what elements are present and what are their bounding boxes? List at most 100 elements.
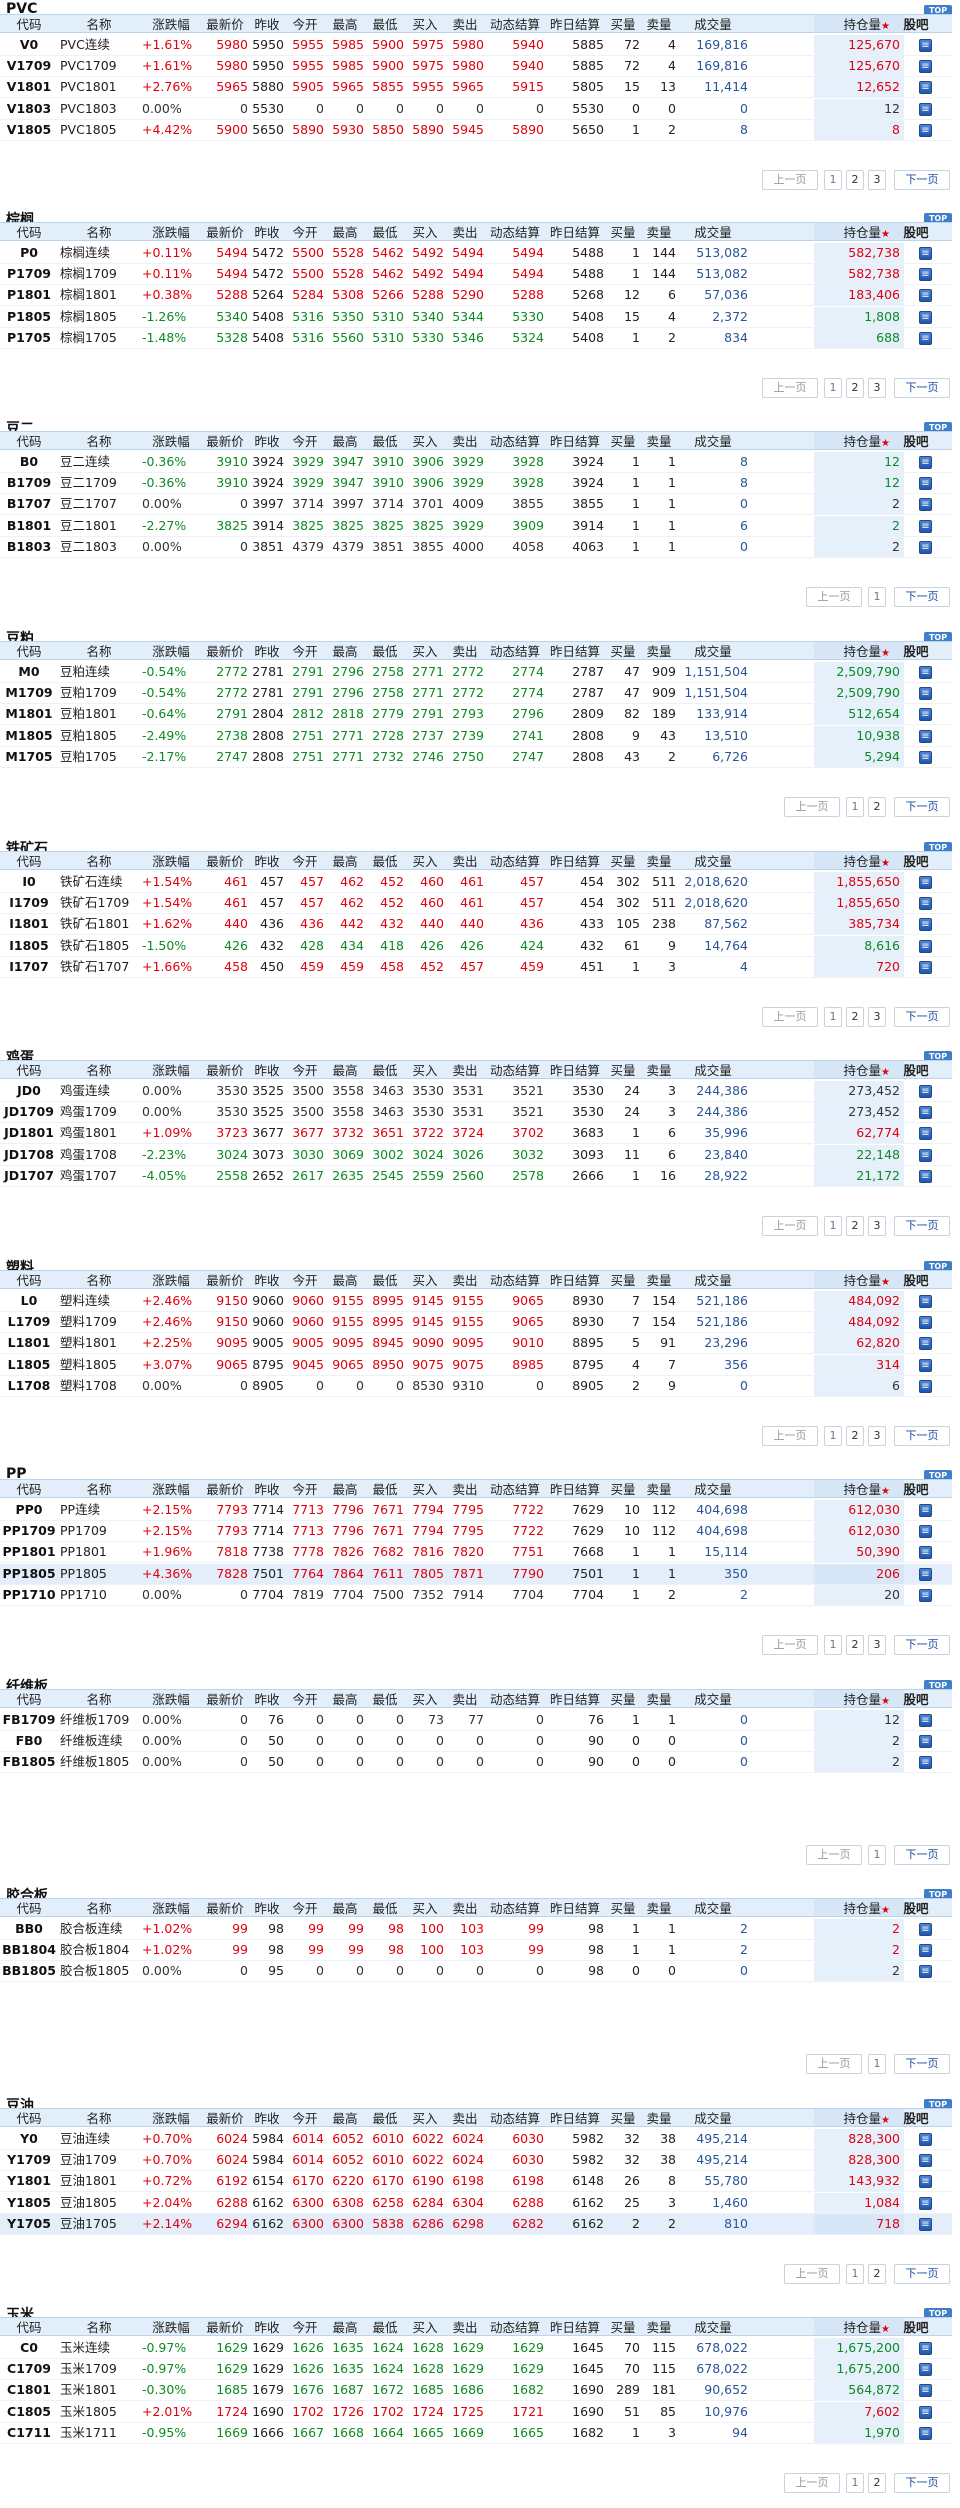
page-number-button[interactable]: 3 bbox=[868, 170, 886, 190]
next-page-button[interactable]: 下一页 bbox=[894, 587, 950, 607]
cell-code[interactable]: M0 bbox=[18, 664, 40, 679]
guba-forum-icon[interactable]: ≡ bbox=[919, 332, 932, 345]
page-number-button[interactable]: 2 bbox=[846, 1216, 864, 1236]
cell-code[interactable]: JD1709 bbox=[4, 1104, 54, 1119]
page-number-button[interactable]: 1 bbox=[824, 170, 842, 190]
table-row[interactable]: Y1709 豆油1709 +0.70% 6024 5984 6014 6052 6010 602… bbox=[0, 2150, 952, 2171]
cell-code[interactable]: V1709 bbox=[6, 58, 52, 73]
cell-code[interactable]: I1805 bbox=[9, 938, 49, 953]
cell-name[interactable]: PVC1709 bbox=[60, 58, 117, 73]
table-row[interactable]: PP1805 PP1805 +4.36% 7828 7501 7764 7864 7611 78… bbox=[0, 1564, 952, 1585]
cell-name[interactable]: PP连续 bbox=[60, 1502, 101, 1517]
cell-code[interactable]: L1805 bbox=[7, 1357, 51, 1372]
header-change[interactable]: 涨跌幅 bbox=[142, 852, 200, 869]
header-open-interest[interactable]: 持仓量★ bbox=[814, 1061, 890, 1078]
guba-forum-icon[interactable]: ≡ bbox=[919, 2406, 932, 2419]
back-to-top-button[interactable]: TOP bbox=[924, 1051, 952, 1062]
guba-forum-icon[interactable]: ≡ bbox=[919, 60, 932, 73]
guba-forum-icon[interactable]: ≡ bbox=[919, 666, 932, 679]
guba-forum-icon[interactable]: ≡ bbox=[919, 2197, 932, 2210]
back-to-top-button[interactable]: TOP bbox=[924, 1261, 952, 1272]
cell-name[interactable]: 豆二1801 bbox=[60, 518, 117, 533]
guba-forum-icon[interactable]: ≡ bbox=[919, 268, 932, 281]
next-page-button[interactable]: 下一页 bbox=[894, 1845, 950, 1865]
guba-forum-icon[interactable]: ≡ bbox=[919, 1965, 932, 1978]
header-change[interactable]: 涨跌幅 bbox=[142, 1899, 200, 1916]
table-row[interactable]: C1711 玉米1711 -0.95% 1669 1666 1667 1668 1664 166… bbox=[0, 2423, 952, 2444]
cell-name[interactable]: PP1805 bbox=[60, 1566, 107, 1581]
cell-code[interactable]: BB1805 bbox=[2, 1963, 56, 1978]
table-row[interactable]: M1805 豆粕1805 -2.49% 2738 2808 2751 2771 2728 273… bbox=[0, 726, 952, 747]
cell-code[interactable]: JD1801 bbox=[4, 1125, 54, 1140]
guba-forum-icon[interactable]: ≡ bbox=[919, 1359, 932, 1372]
back-to-top-button[interactable]: TOP bbox=[924, 2099, 952, 2110]
cell-code[interactable]: Y1705 bbox=[7, 2216, 51, 2231]
guba-forum-icon[interactable]: ≡ bbox=[919, 124, 932, 137]
cell-name[interactable]: 鸡蛋1801 bbox=[60, 1125, 117, 1140]
header-open-interest[interactable]: 持仓量★ bbox=[814, 15, 890, 32]
next-page-button[interactable]: 下一页 bbox=[894, 797, 950, 817]
table-row[interactable]: Y0 豆油连续 +0.70% 6024 5984 6014 6052 6010 6022 6024… bbox=[0, 2129, 952, 2150]
cell-name[interactable]: 棕榈1801 bbox=[60, 287, 117, 302]
cell-code[interactable]: L0 bbox=[20, 1293, 38, 1308]
header-change[interactable]: 涨跌幅 bbox=[142, 1690, 200, 1707]
prev-page-button[interactable]: 上一页 bbox=[784, 2264, 840, 2284]
cell-name[interactable]: PP1710 bbox=[60, 1587, 107, 1602]
cell-name[interactable]: PVC1805 bbox=[60, 122, 117, 137]
prev-page-button[interactable]: 上一页 bbox=[784, 797, 840, 817]
cell-code[interactable]: C1709 bbox=[7, 2361, 51, 2376]
header-volume[interactable]: 成交量 bbox=[678, 642, 748, 659]
cell-code[interactable]: P1805 bbox=[7, 309, 51, 324]
table-row[interactable]: JD1709 鸡蛋1709 0.00% 3530 3525 3500 3558 3463 353… bbox=[0, 1102, 952, 1123]
cell-code[interactable]: B1801 bbox=[6, 518, 52, 533]
table-row[interactable]: Y1801 豆油1801 +0.72% 6192 6154 6170 6220 6170 619… bbox=[0, 2171, 952, 2192]
prev-page-button[interactable]: 上一页 bbox=[762, 378, 818, 398]
guba-forum-icon[interactable]: ≡ bbox=[919, 2427, 932, 2440]
table-row[interactable]: L1709 塑料1709 +2.46% 9150 9060 9060 9155 8995 914… bbox=[0, 1312, 952, 1333]
next-page-button[interactable]: 下一页 bbox=[894, 378, 950, 398]
table-row[interactable]: I1805 铁矿石1805 -1.50% 426 432 428 434 418 426 426 4… bbox=[0, 936, 952, 957]
table-row[interactable]: P1705 棕榈1705 -1.48% 5328 5408 5316 5560 5310 533… bbox=[0, 328, 952, 349]
cell-name[interactable]: 塑料1805 bbox=[60, 1357, 117, 1372]
table-row[interactable]: JD1707 鸡蛋1707 -4.05% 2558 2652 2617 2635 2545 25… bbox=[0, 1166, 952, 1187]
next-page-button[interactable]: 下一页 bbox=[894, 1426, 950, 1446]
table-row[interactable]: M1801 豆粕1801 -0.64% 2791 2804 2812 2818 2779 279… bbox=[0, 704, 952, 725]
header-change[interactable]: 涨跌幅 bbox=[142, 1480, 200, 1497]
cell-code[interactable]: C1805 bbox=[7, 2404, 51, 2419]
cell-code[interactable]: JD1707 bbox=[4, 1168, 54, 1183]
header-open-interest[interactable]: 持仓量★ bbox=[814, 223, 890, 240]
cell-code[interactable]: B1803 bbox=[6, 539, 52, 554]
guba-forum-icon[interactable]: ≡ bbox=[919, 1380, 932, 1393]
guba-forum-icon[interactable]: ≡ bbox=[919, 456, 932, 469]
table-row[interactable]: C0 玉米连续 -0.97% 1629 1629 1626 1635 1624 1628 1629… bbox=[0, 2338, 952, 2359]
page-number-button[interactable]: 3 bbox=[868, 1007, 886, 1027]
guba-forum-icon[interactable]: ≡ bbox=[919, 1923, 932, 1936]
prev-page-button[interactable]: 上一页 bbox=[762, 1635, 818, 1655]
cell-code[interactable]: Y1709 bbox=[7, 2152, 51, 2167]
guba-forum-icon[interactable]: ≡ bbox=[919, 918, 932, 931]
cell-code[interactable]: I1801 bbox=[9, 916, 49, 931]
guba-forum-icon[interactable]: ≡ bbox=[919, 2363, 932, 2376]
cell-name[interactable]: 塑料1708 bbox=[60, 1378, 117, 1393]
prev-page-button[interactable]: 上一页 bbox=[762, 1426, 818, 1446]
table-row[interactable]: BB1804 胶合板1804 +1.02% 99 98 99 99 98 100 103 99 98 1… bbox=[0, 1940, 952, 1961]
table-row[interactable]: Y1705 豆油1705 +2.14% 6294 6162 6300 6300 5838 628… bbox=[0, 2214, 952, 2235]
cell-code[interactable]: PP1709 bbox=[2, 1523, 56, 1538]
table-row[interactable]: B1707 豆二1707 0.00% 0 3997 3714 3997 3714 3701 400… bbox=[0, 494, 952, 515]
cell-name[interactable]: 豆油连续 bbox=[60, 2131, 111, 2146]
header-open-interest[interactable]: 持仓量★ bbox=[814, 1480, 890, 1497]
cell-name[interactable]: 塑料1709 bbox=[60, 1314, 117, 1329]
header-volume[interactable]: 成交量 bbox=[678, 1061, 748, 1078]
cell-name[interactable]: 豆粕1805 bbox=[60, 728, 117, 743]
cell-name[interactable]: 纤维板1709 bbox=[60, 1712, 130, 1727]
page-number-button[interactable]: 2 bbox=[868, 797, 886, 817]
guba-forum-icon[interactable]: ≡ bbox=[919, 1170, 932, 1183]
table-row[interactable]: P1709 棕榈1709 +0.11% 5494 5472 5500 5528 5462 549… bbox=[0, 264, 952, 285]
guba-forum-icon[interactable]: ≡ bbox=[919, 498, 932, 511]
guba-forum-icon[interactable]: ≡ bbox=[919, 39, 932, 52]
table-row[interactable]: V1709 PVC1709 +1.61% 5980 5950 5955 5985 5900 59… bbox=[0, 56, 952, 77]
table-row[interactable]: PP1801 PP1801 +1.96% 7818 7738 7778 7826 7682 78… bbox=[0, 1542, 952, 1563]
guba-forum-icon[interactable]: ≡ bbox=[919, 477, 932, 490]
cell-code[interactable]: BB1804 bbox=[2, 1942, 56, 1957]
guba-forum-icon[interactable]: ≡ bbox=[919, 1735, 932, 1748]
